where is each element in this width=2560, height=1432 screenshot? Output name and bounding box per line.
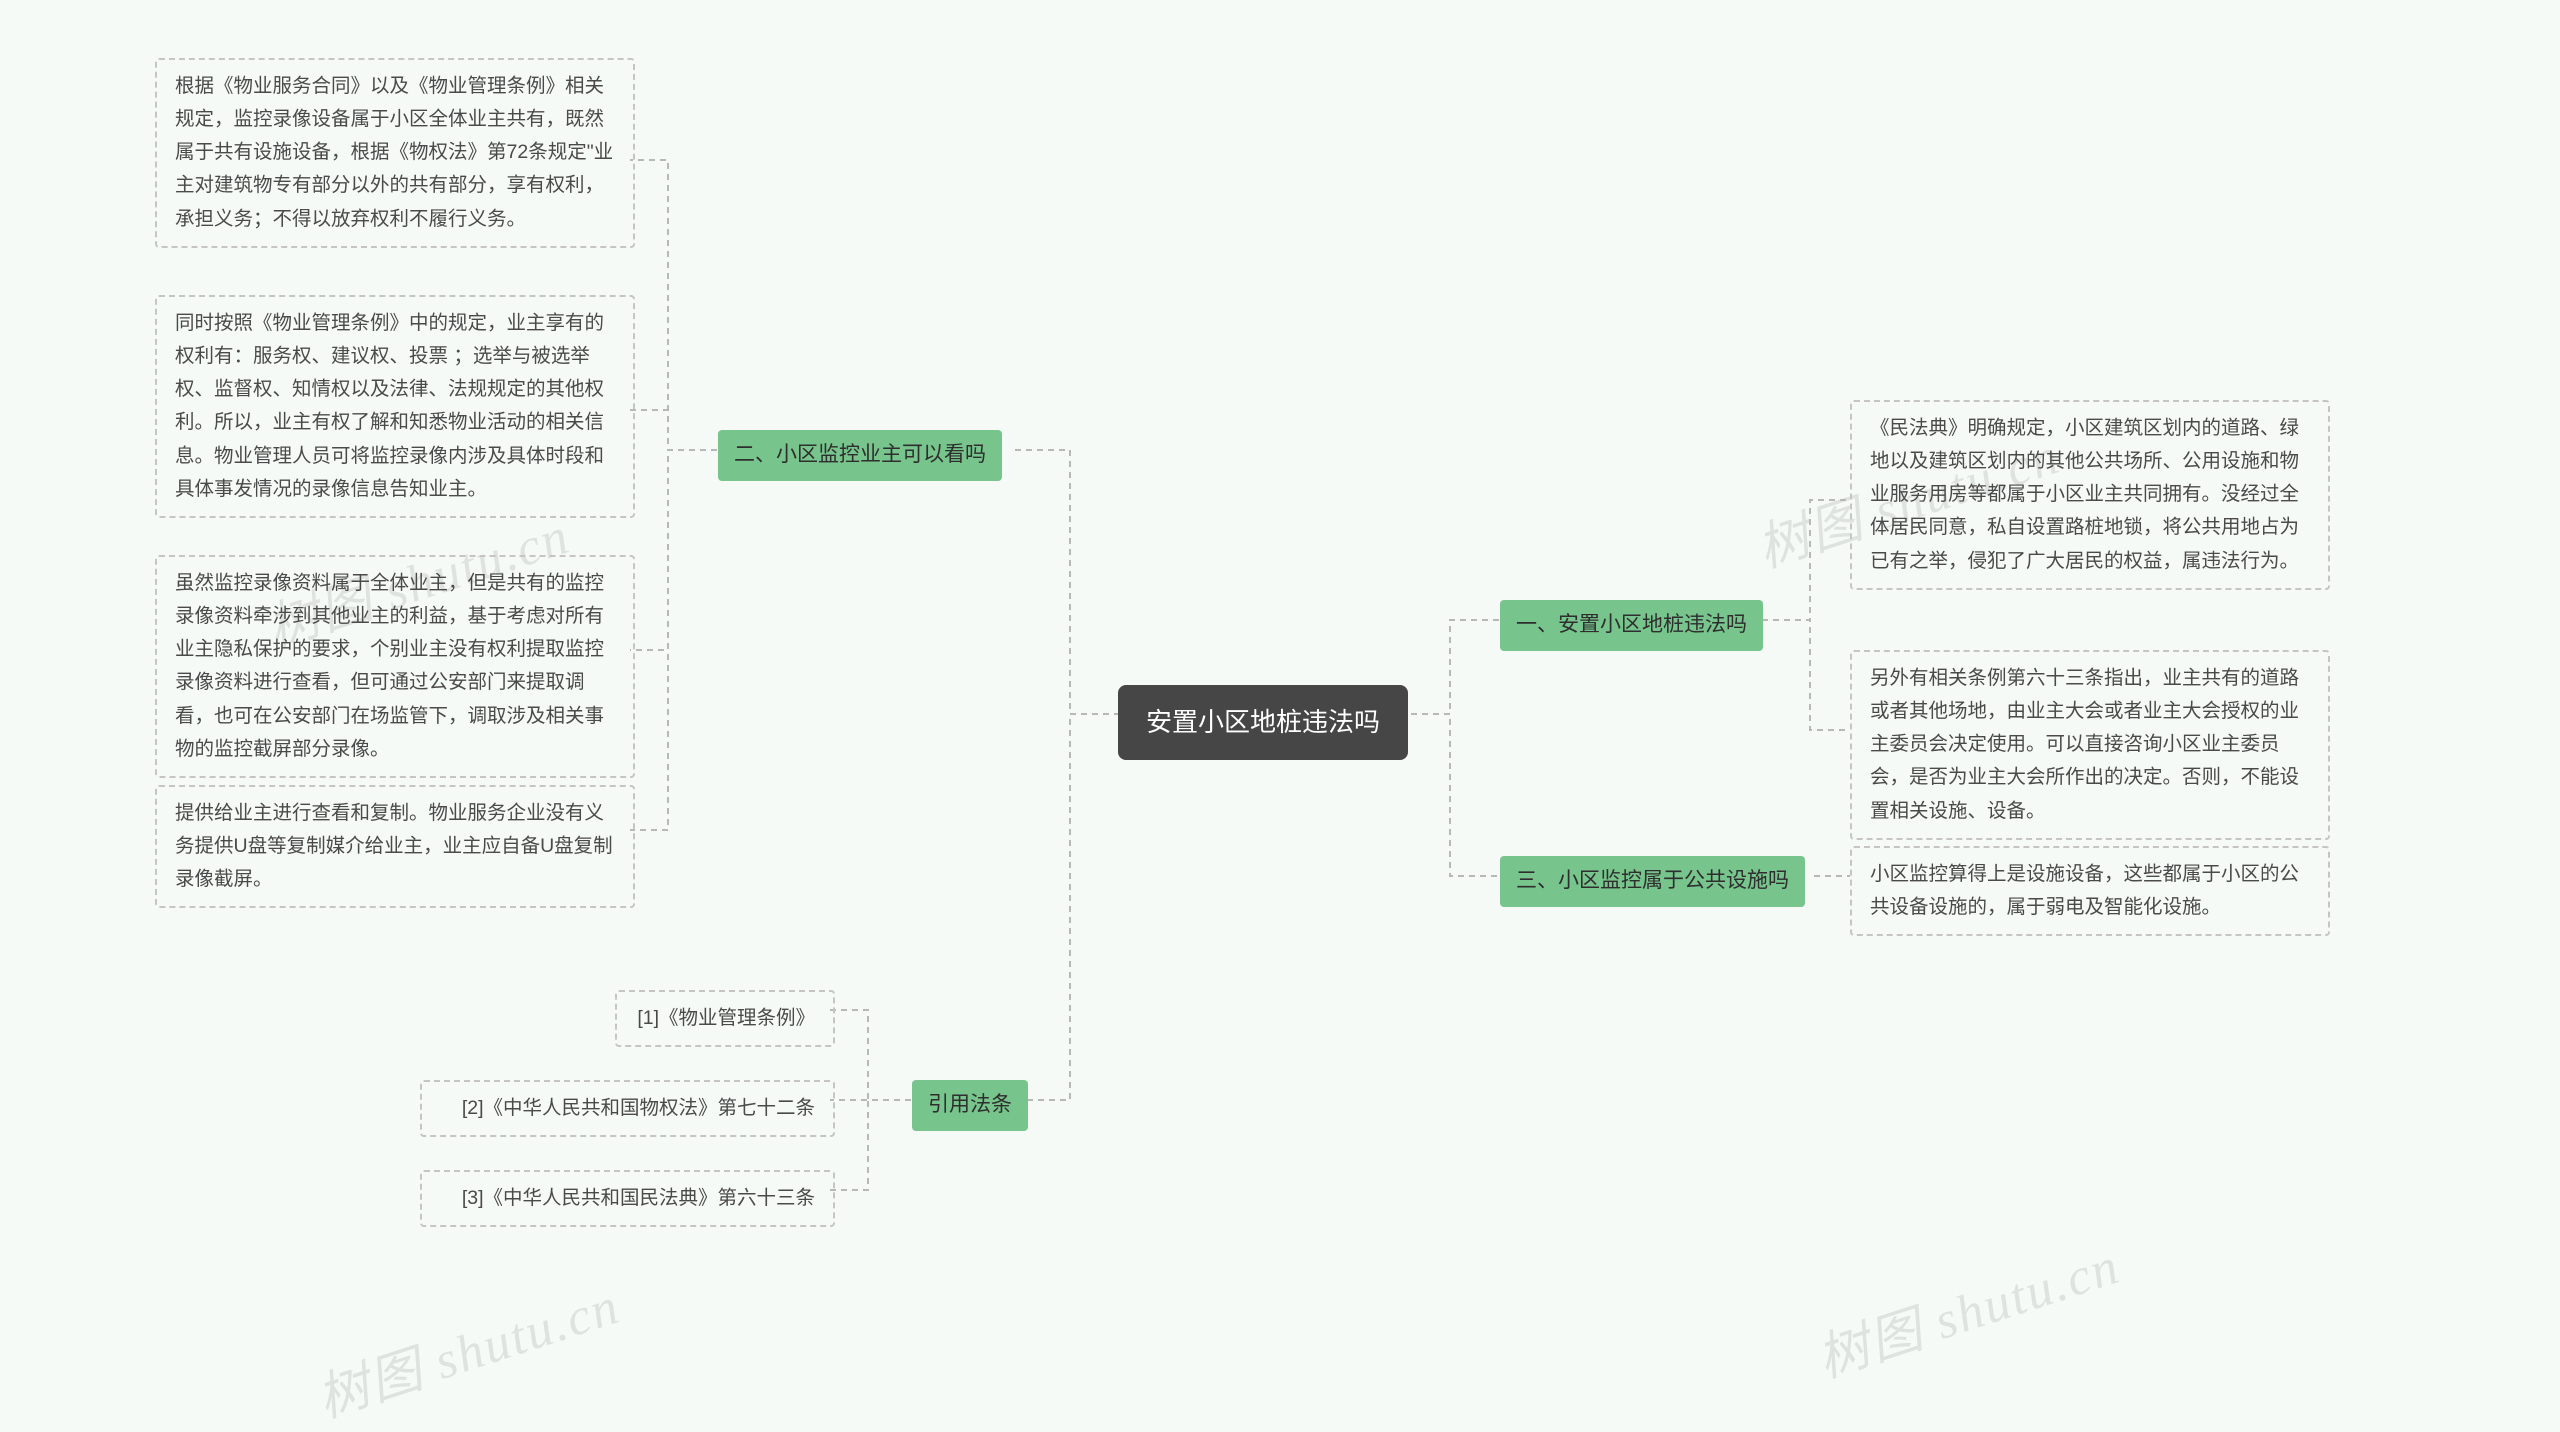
leaf-text: 根据《物业服务合同》以及《物业管理条例》相关规定，监控录像设备属于小区全体业主共… [175, 75, 613, 230]
leaf-text: 小区监控算得上是设施设备，这些都属于小区的公共设备设施的，属于弱电及智能化设施。 [1870, 863, 2299, 918]
branch-node-cite[interactable]: 引用法条 [912, 1080, 1028, 1131]
leaf-node[interactable]: [3]《中华人民共和国民法典》第六十三条 [420, 1170, 835, 1227]
leaf-node[interactable]: 同时按照《物业管理条例》中的规定，业主享有的权利有：服务权、建议权、投票 ；选举… [155, 295, 635, 518]
leaf-text: [3]《中华人民共和国民法典》第六十三条 [462, 1187, 815, 1209]
watermark: 树图 shutu.cn [1806, 1223, 2128, 1391]
branch-label: 一、安置小区地桩违法吗 [1516, 613, 1747, 636]
branch-label: 三、小区监控属于公共设施吗 [1516, 869, 1789, 892]
leaf-text: 同时按照《物业管理条例》中的规定，业主享有的权利有：服务权、建议权、投票 ；选举… [175, 312, 604, 500]
branch-label: 引用法条 [928, 1093, 1012, 1116]
branch-node-3[interactable]: 三、小区监控属于公共设施吗 [1500, 856, 1805, 907]
branch-node-1[interactable]: 一、安置小区地桩违法吗 [1500, 600, 1763, 651]
root-label: 安置小区地桩违法吗 [1146, 707, 1380, 737]
leaf-text: 《民法典》明确规定，小区建筑区划内的道路、绿地以及建筑区划内的其他公共场所、公用… [1870, 417, 2299, 572]
leaf-node[interactable]: [1]《物业管理条例》 [615, 990, 835, 1047]
leaf-node[interactable]: 另外有相关条例第六十三条指出，业主共有的道路或者其他场地，由业主大会或者业主大会… [1850, 650, 2330, 840]
leaf-node[interactable]: 提供给业主进行查看和复制。物业服务企业没有义务提供U盘等复制媒介给业主，业主应自… [155, 785, 635, 908]
leaf-node[interactable]: 《民法典》明确规定，小区建筑区划内的道路、绿地以及建筑区划内的其他公共场所、公用… [1850, 400, 2330, 590]
leaf-text: 另外有相关条例第六十三条指出，业主共有的道路或者其他场地，由业主大会或者业主大会… [1870, 667, 2299, 822]
leaf-node[interactable]: 根据《物业服务合同》以及《物业管理条例》相关规定，监控录像设备属于小区全体业主共… [155, 58, 635, 248]
leaf-node[interactable]: 小区监控算得上是设施设备，这些都属于小区的公共设备设施的，属于弱电及智能化设施。 [1850, 846, 2330, 936]
leaf-text: [2]《中华人民共和国物权法》第七十二条 [462, 1097, 815, 1119]
mindmap-canvas: 树图 shutu.cn 树图 shutu.cn 树图 shutu.cn 树图 s… [0, 0, 2560, 1411]
leaf-node[interactable]: 虽然监控录像资料属于全体业主，但是共有的监控录像资料牵涉到其他业主的利益，基于考… [155, 555, 635, 778]
watermark: 树图 shutu.cn [306, 1263, 628, 1431]
leaf-node[interactable]: [2]《中华人民共和国物权法》第七十二条 [420, 1080, 835, 1137]
root-node[interactable]: 安置小区地桩违法吗 [1118, 685, 1408, 760]
branch-label: 二、小区监控业主可以看吗 [734, 443, 986, 466]
branch-node-2[interactable]: 二、小区监控业主可以看吗 [718, 430, 1002, 481]
leaf-text: [1]《物业管理条例》 [637, 1007, 815, 1029]
leaf-text: 提供给业主进行查看和复制。物业服务企业没有义务提供U盘等复制媒介给业主，业主应自… [175, 802, 613, 890]
leaf-text: 虽然监控录像资料属于全体业主，但是共有的监控录像资料牵涉到其他业主的利益，基于考… [175, 572, 604, 760]
